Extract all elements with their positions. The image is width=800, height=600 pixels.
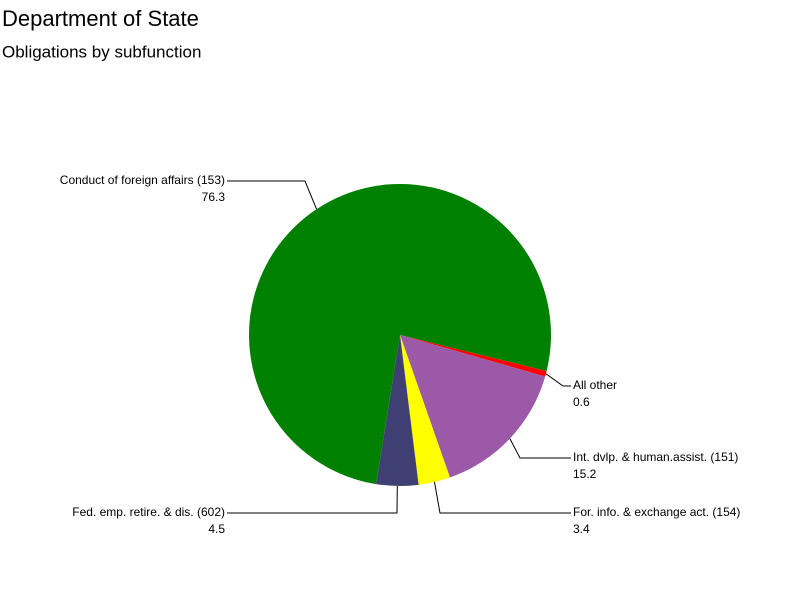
slice-value: 76.3 (202, 190, 226, 204)
pie-slice (400, 335, 546, 478)
leader-line (509, 438, 571, 459)
pie-slice (249, 184, 552, 485)
slice-label: All other (573, 378, 617, 392)
slice-label: Fed. emp. retire. & dis. (602) (72, 505, 225, 519)
slice-label: Int. dvlp. & human.assist. (151) (573, 450, 738, 464)
chart-title: Department of State (2, 6, 199, 31)
slice-label: For. info. & exchange act. (154) (573, 505, 740, 519)
leader-line (227, 485, 398, 514)
pie-slice (400, 335, 450, 485)
leader-line (227, 180, 318, 210)
slice-label: Conduct of foreign affairs (153) (60, 173, 225, 187)
leader-line (545, 373, 571, 387)
pie-slice (376, 335, 419, 486)
pie-slice (400, 335, 547, 377)
slice-value: 0.6 (573, 395, 590, 409)
chart-subtitle: Obligations by subfunction (2, 42, 201, 61)
slice-value: 3.4 (573, 522, 590, 536)
slice-value: 15.2 (573, 467, 597, 481)
leader-line (433, 481, 571, 514)
slice-value: 4.5 (208, 522, 225, 536)
